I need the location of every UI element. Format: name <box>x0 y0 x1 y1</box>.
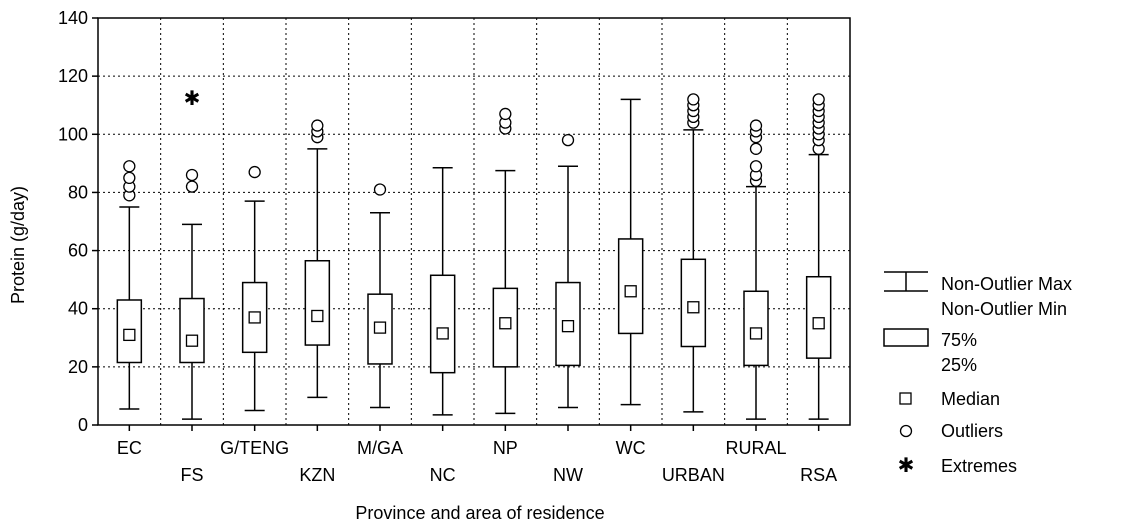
boxes-layer: ✱ <box>116 88 832 420</box>
legend-outliers: Outliers <box>941 421 1003 441</box>
outlier-point <box>499 107 512 121</box>
median-marker <box>248 311 261 324</box>
x-tick-label: NW <box>553 465 583 485</box>
x-tick-label: RURAL <box>725 438 786 458</box>
box-rural <box>743 119 769 420</box>
median-marker <box>812 317 825 330</box>
x-tick-label: EC <box>117 438 142 458</box>
y-tick-label: 80 <box>68 182 88 202</box>
y-tick-label: 100 <box>58 124 88 144</box>
outlier-point <box>248 165 261 179</box>
legend: Non-Outlier Max Non-Outlier Min 75% 25% … <box>883 271 1072 477</box>
outlier-point <box>812 93 825 106</box>
box-nw <box>555 133 581 409</box>
box-np <box>492 107 519 415</box>
legend-whisker-symbol <box>884 271 928 292</box>
x-tick-label: NC <box>430 465 456 485</box>
legend-75: 75% <box>941 330 977 350</box>
outlier-point <box>749 142 763 155</box>
outlier-point <box>561 133 575 147</box>
plot-frame <box>97 17 851 426</box>
median-marker <box>499 317 512 330</box>
iqr-box <box>179 297 205 364</box>
median-marker <box>749 327 763 340</box>
legend-median-symbol <box>899 392 912 405</box>
x-tick-label: G/TENG <box>220 438 289 458</box>
legend-outlier-symbol <box>899 424 913 438</box>
x-tick-label: WC <box>616 438 646 458</box>
legend-extremes: Extremes <box>941 456 1017 476</box>
box-wc <box>617 98 644 406</box>
y-axis-label: Protein (g/day) <box>8 186 28 304</box>
y-axis: 0 20 40 60 80 100 120 140 <box>58 8 98 435</box>
box-gteng <box>241 165 268 412</box>
iqr-box <box>492 287 519 368</box>
x-tick-label: NP <box>493 438 518 458</box>
x-tick-label: RSA <box>800 465 837 485</box>
outlier-point <box>749 160 763 173</box>
outlier-point <box>123 160 136 173</box>
grid-lines <box>98 18 850 425</box>
median-marker <box>624 285 637 298</box>
median-marker <box>185 334 199 347</box>
outlier-point <box>311 119 324 132</box>
box-urban <box>680 93 707 413</box>
box-fs: ✱ <box>179 88 205 420</box>
median-marker <box>436 327 449 340</box>
legend-extreme-symbol: ✱ <box>898 455 915 477</box>
y-tick-label: 60 <box>68 241 88 261</box>
legend-median: Median <box>941 389 1000 409</box>
box-kzn <box>304 119 331 399</box>
outlier-point <box>185 168 199 182</box>
box-nc <box>429 166 456 416</box>
legend-25: 25% <box>941 355 977 375</box>
x-axis-label: Province and area of residence <box>355 503 604 523</box>
median-marker <box>687 301 700 314</box>
outlier-point <box>123 171 136 185</box>
median-marker <box>123 328 136 342</box>
y-tick-label: 0 <box>78 415 88 435</box>
legend-box-symbol <box>883 328 929 347</box>
median-marker <box>561 320 575 333</box>
y-tick-label: 20 <box>68 357 88 377</box>
outlier-point <box>185 180 199 193</box>
legend-non-outlier-min: Non-Outlier Min <box>941 299 1067 319</box>
x-tick-label: URBAN <box>662 465 725 485</box>
legend-non-outlier-max: Non-Outlier Max <box>941 274 1072 294</box>
y-tick-label: 140 <box>58 8 88 28</box>
iqr-box <box>304 259 331 346</box>
outlier-point <box>749 119 763 132</box>
outlier-point <box>373 183 387 196</box>
extreme-point: ✱ <box>184 88 201 110</box>
outlier-point <box>687 93 700 106</box>
x-tick-label: KZN <box>299 465 335 485</box>
y-tick-label: 120 <box>58 66 88 86</box>
box-ec <box>116 160 143 410</box>
median-marker <box>373 321 387 334</box>
x-tick-label: FS <box>180 465 203 485</box>
iqr-box <box>743 290 769 367</box>
iqr-box <box>429 274 456 374</box>
box-rsa <box>805 93 832 420</box>
x-tick-label: M/GA <box>357 438 403 458</box>
box-mga <box>367 183 393 409</box>
y-tick-label: 40 <box>68 299 88 319</box>
median-marker <box>311 309 324 323</box>
